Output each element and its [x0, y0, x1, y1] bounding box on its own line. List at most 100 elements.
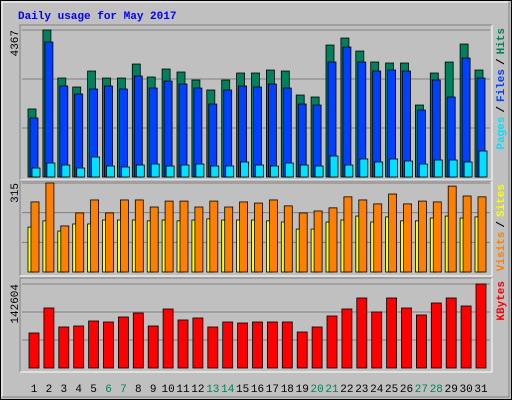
y-tick-label: 315 — [10, 183, 22, 203]
bar — [359, 158, 369, 178]
bar — [463, 161, 473, 178]
bar — [165, 165, 175, 178]
x-tick-label: 6 — [105, 384, 112, 396]
x-tick-label: 12 — [191, 384, 204, 396]
bar — [60, 225, 70, 273]
bar — [240, 161, 250, 178]
bar — [356, 297, 368, 369]
bar — [119, 88, 128, 178]
x-tick-label: 1 — [31, 384, 38, 396]
x-tick-label: 5 — [90, 384, 97, 396]
bar — [209, 200, 219, 273]
bar — [389, 158, 399, 178]
x-tick-label: 3 — [60, 384, 67, 396]
x-tick-label: 26 — [400, 384, 413, 396]
bar — [106, 165, 115, 178]
bar — [329, 155, 339, 178]
panel-bevel — [19, 277, 492, 372]
bar — [225, 165, 235, 178]
bar — [445, 297, 457, 369]
y-tick-label: 4367 — [10, 30, 22, 56]
bar — [417, 200, 427, 273]
legend-entry: Files — [496, 69, 508, 102]
legend-entry: Visits — [496, 232, 508, 272]
bar — [147, 325, 159, 369]
x-tick-label: 9 — [150, 384, 157, 396]
bar — [343, 196, 353, 273]
bar — [103, 321, 114, 369]
bar — [210, 165, 220, 178]
bar — [150, 163, 160, 178]
bar — [46, 162, 56, 178]
bar — [105, 212, 114, 273]
legend-entry: KBytes — [496, 281, 508, 321]
x-tick-label: 19 — [296, 384, 309, 396]
x-tick-label: 7 — [120, 384, 127, 396]
bar — [342, 46, 352, 178]
bar — [134, 199, 144, 273]
bar — [328, 207, 338, 273]
x-tick-label: 15 — [236, 384, 249, 396]
bar — [460, 305, 472, 369]
bar — [341, 308, 353, 369]
bar — [477, 196, 487, 273]
x-tick-label: 25 — [385, 384, 398, 396]
bar — [298, 212, 308, 273]
bar — [58, 326, 70, 369]
bar — [31, 167, 41, 178]
bar — [311, 326, 323, 369]
bar — [164, 200, 174, 273]
bar — [237, 322, 249, 369]
bar — [432, 201, 442, 273]
x-tick-label: 18 — [281, 384, 294, 396]
x-tick-label: 21 — [325, 384, 339, 396]
x-tick-label: 29 — [445, 384, 458, 396]
bar — [269, 165, 279, 178]
bar — [404, 160, 413, 178]
bar — [266, 321, 278, 369]
x-tick-label: 23 — [355, 384, 368, 396]
legend: Pages / Files / Hits — [496, 28, 508, 150]
x-tick-label: 22 — [340, 384, 353, 396]
bar — [299, 164, 309, 178]
bar — [132, 312, 144, 369]
bar — [177, 319, 189, 369]
x-tick-label: 16 — [251, 384, 264, 396]
bar — [239, 201, 249, 273]
bar — [76, 167, 86, 178]
legend-separator: / — [496, 106, 508, 113]
bar — [254, 202, 263, 273]
bar — [178, 83, 188, 178]
bar — [120, 199, 129, 273]
x-tick-label: 14 — [221, 384, 235, 396]
bar — [91, 156, 100, 178]
bar — [373, 203, 383, 273]
bar — [283, 205, 293, 273]
x-tick-label: 8 — [135, 384, 142, 396]
bar — [475, 283, 487, 369]
panel-bevel — [20, 278, 493, 373]
bar — [224, 206, 234, 273]
x-tick-label: 28 — [430, 384, 443, 396]
panel-bevel — [20, 181, 493, 277]
bar — [149, 206, 159, 273]
legend: Visits / Sites — [496, 184, 508, 271]
bar — [418, 163, 428, 178]
bar — [207, 326, 219, 369]
bar — [371, 311, 383, 369]
bar — [195, 163, 205, 178]
bar — [90, 199, 99, 273]
x-tick-label: 31 — [474, 384, 488, 396]
x-tick-label: 2 — [46, 384, 53, 396]
bar — [75, 212, 85, 273]
x-tick-label: 27 — [415, 384, 428, 396]
bar — [374, 161, 384, 178]
chart-title: Daily usage for May 2017 — [18, 11, 176, 23]
bar — [135, 164, 145, 178]
panel-bevel — [19, 180, 492, 276]
bar — [28, 332, 40, 369]
x-tick-label: 17 — [266, 384, 279, 396]
legend-separator: / — [496, 58, 508, 65]
legend-separator: / — [496, 221, 508, 228]
